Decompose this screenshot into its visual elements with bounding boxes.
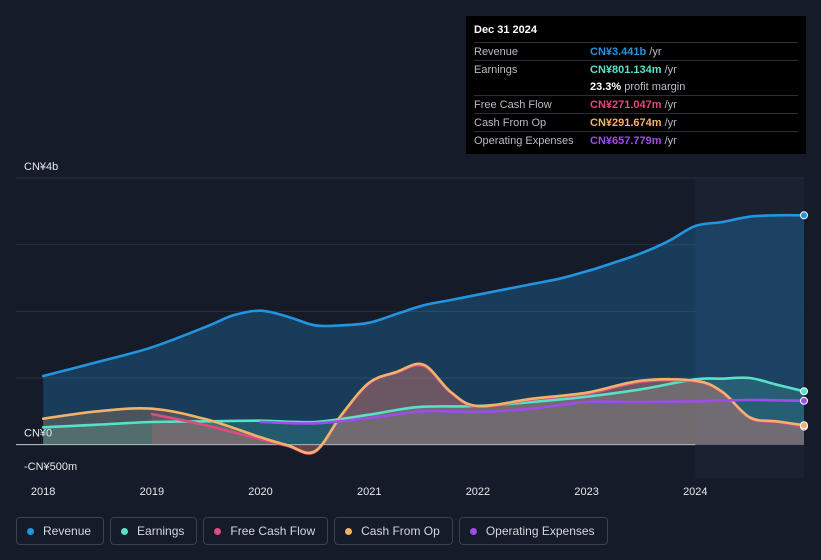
series-end-dot-operating-expenses <box>800 396 808 405</box>
series-line-earnings <box>41 376 806 429</box>
x-tick-label: 2021 <box>357 486 381 498</box>
series-line-operating-expenses <box>259 398 806 425</box>
series-area-free-cash-flow <box>151 365 804 454</box>
series-line-cash-from-op <box>41 362 806 455</box>
tooltip-label: Free Cash Flow <box>474 98 552 111</box>
legend-dot-icon <box>121 527 129 535</box>
x-tick-label: 2018 <box>31 486 55 498</box>
legend-item-free-cash-flow[interactable]: Free Cash Flow <box>203 517 329 545</box>
tooltip-value: CN¥271.047m <box>590 98 662 111</box>
tooltip-unit: /yr <box>664 116 677 129</box>
legend-item-earnings[interactable]: Earnings <box>110 517 198 545</box>
tooltip-unit: /yr <box>664 98 677 111</box>
tooltip-row-fcf: Free Cash Flow CN¥271.047m /yr <box>474 95 798 113</box>
legend-dot-icon <box>214 527 222 535</box>
x-tick-label: 2019 <box>140 486 164 498</box>
tooltip-value: CN¥657.779m <box>590 134 662 147</box>
tooltip: Dec 31 2024 Revenue CN¥3.441b /yr Earnin… <box>466 16 806 154</box>
x-tick-label: 2023 <box>574 486 598 498</box>
tooltip-row-revenue: Revenue CN¥3.441b /yr <box>474 42 798 60</box>
tooltip-label: Earnings <box>474 63 518 76</box>
tooltip-value: CN¥3.441b <box>590 45 647 58</box>
legend-label: Free Cash Flow <box>230 524 316 538</box>
y-tick-label: -CN¥500m <box>24 461 77 473</box>
legend-item-operating-expenses[interactable]: Operating Expenses <box>458 517 608 545</box>
tooltip-label: Operating Expenses <box>474 134 574 147</box>
tooltip-unit: /yr <box>649 45 662 58</box>
series-area-cash-from-op <box>43 363 804 453</box>
tooltip-unit: /yr <box>664 63 677 76</box>
legend-label: Cash From Op <box>361 524 440 538</box>
legend-dot-icon <box>345 527 353 535</box>
legend-item-revenue[interactable]: Revenue <box>16 517 105 545</box>
x-tick-label: 2022 <box>466 486 490 498</box>
tooltip-value: CN¥291.674m <box>590 116 662 129</box>
y-tick-label: CN¥4b <box>24 161 58 173</box>
series-end-dot-cash-from-op <box>800 421 808 430</box>
tooltip-value: CN¥801.134m <box>590 63 662 76</box>
tooltip-label: Revenue <box>474 45 519 58</box>
tooltip-label: Cash From Op <box>474 116 547 129</box>
x-tick-label: 2020 <box>248 486 272 498</box>
tooltip-unit: profit margin <box>624 80 686 93</box>
tooltip-row-earnings: Earnings CN¥801.134m /yr <box>474 60 798 78</box>
legend: Revenue Earnings Free Cash Flow Cash Fro… <box>16 517 608 545</box>
tooltip-unit: /yr <box>664 134 677 147</box>
plot-background <box>16 178 804 478</box>
legend-dot-icon <box>469 527 477 535</box>
y-tick-label: CN¥0 <box>24 428 52 440</box>
series-end-dot-revenue <box>800 211 808 220</box>
legend-dot-icon <box>27 527 34 535</box>
legend-item-cash-from-op[interactable]: Cash From Op <box>334 517 453 545</box>
series-line-revenue <box>41 213 806 378</box>
tooltip-row-margin: 23.3% profit margin <box>474 78 798 95</box>
x-tick-label: 2024 <box>683 486 707 498</box>
series-end-dot-earnings <box>800 387 808 396</box>
tooltip-row-cfo: Cash From Op CN¥291.674m /yr <box>474 113 798 131</box>
legend-label: Operating Expenses <box>485 524 595 538</box>
highlight-region <box>695 178 804 478</box>
legend-label: Earnings <box>137 524 185 538</box>
tooltip-date: Dec 31 2024 <box>474 24 537 36</box>
tooltip-row-opex: Operating Expenses CN¥657.779m /yr <box>474 131 798 149</box>
legend-label: Revenue <box>43 524 92 538</box>
tooltip-value: 23.3% <box>590 80 622 93</box>
